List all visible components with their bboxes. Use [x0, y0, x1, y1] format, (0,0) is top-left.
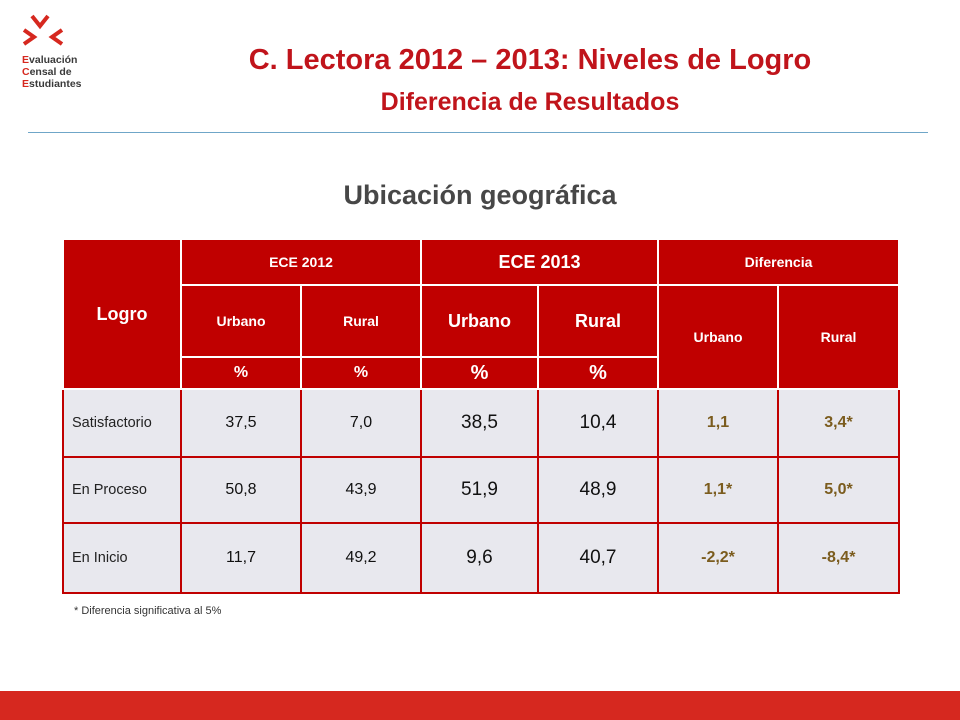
ece-logo: Evaluación Censal de Estudiantes — [18, 10, 98, 95]
logo-text: Evaluación Censal de Estudiantes — [22, 54, 82, 90]
bottom-bar — [0, 691, 960, 720]
page-title: C. Lectora 2012 – 2013: Niveles de Logro — [248, 44, 812, 76]
cell-urbano-2013: 9,6 — [420, 522, 540, 594]
cell-urbano-2013: 38,5 — [420, 388, 540, 458]
cell-rural-2012: 43,9 — [299, 456, 423, 524]
header-ece-2013: ECE 2013 — [420, 238, 660, 286]
table-row-en-proceso: En Proceso 50,8 43,9 51,9 48,9 1,1* 5,0* — [62, 456, 901, 524]
table-row-satisfactorio: Satisfactorio 37,5 7,0 38,5 10,4 1,1 3,4… — [62, 388, 901, 458]
cell-urbano-2012: 11,7 — [180, 522, 302, 594]
header-urbano-2013: Urbano — [420, 284, 540, 358]
header-urbano-diff: Urbano — [657, 284, 780, 390]
header-pct-u2012: % — [180, 356, 302, 390]
cell-rural-2013: 48,9 — [537, 456, 660, 524]
cell-diff-urbano: -2,2* — [657, 522, 780, 594]
cell-diff-rural: 3,4* — [777, 388, 901, 458]
cell-diff-urbano: 1,1* — [657, 456, 780, 524]
cell-rural-2012: 7,0 — [299, 388, 423, 458]
cell-urbano-2013: 51,9 — [420, 456, 540, 524]
header-pct-u2013: % — [420, 356, 540, 390]
header-ece-2012: ECE 2012 — [179, 238, 423, 286]
header-diferencia: Diferencia — [657, 238, 901, 286]
header-pct-r2012: % — [299, 356, 423, 390]
cell-diff-rural: 5,0* — [777, 456, 901, 524]
row-label: Satisfactorio — [62, 388, 182, 458]
header-rural-2012: Rural — [299, 284, 423, 358]
cell-diff-rural: -8,4* — [777, 522, 901, 594]
footnote: * Diferencia significativa al 5% — [74, 605, 222, 617]
cell-urbano-2012: 50,8 — [180, 456, 302, 524]
cell-rural-2012: 49,2 — [299, 522, 423, 594]
header-urbano-2012: Urbano — [180, 284, 302, 358]
cell-diff-urbano: 1,1 — [657, 388, 780, 458]
header-rural-diff: Rural — [777, 284, 901, 390]
page-subtitle: Diferencia de Resultados — [380, 88, 680, 116]
header-logro: Logro — [62, 238, 182, 390]
table-row-en-inicio: En Inicio 11,7 49,2 9,6 40,7 -2,2* -8,4* — [62, 522, 901, 594]
header-pct-r2013: % — [537, 356, 660, 390]
header-rural-2013: Rural — [537, 284, 660, 358]
cell-rural-2013: 10,4 — [537, 388, 660, 458]
section-title: Ubicación geográfica — [343, 180, 617, 210]
row-label: En Proceso — [62, 456, 182, 524]
logo-chevrons-icon — [22, 14, 64, 46]
row-label: En Inicio — [62, 522, 182, 594]
results-table: Logro ECE 2012 ECE 2013 Diferencia Urban… — [62, 238, 901, 594]
cell-rural-2013: 40,7 — [537, 522, 660, 594]
cell-urbano-2012: 37,5 — [180, 388, 302, 458]
header-divider — [28, 132, 928, 133]
